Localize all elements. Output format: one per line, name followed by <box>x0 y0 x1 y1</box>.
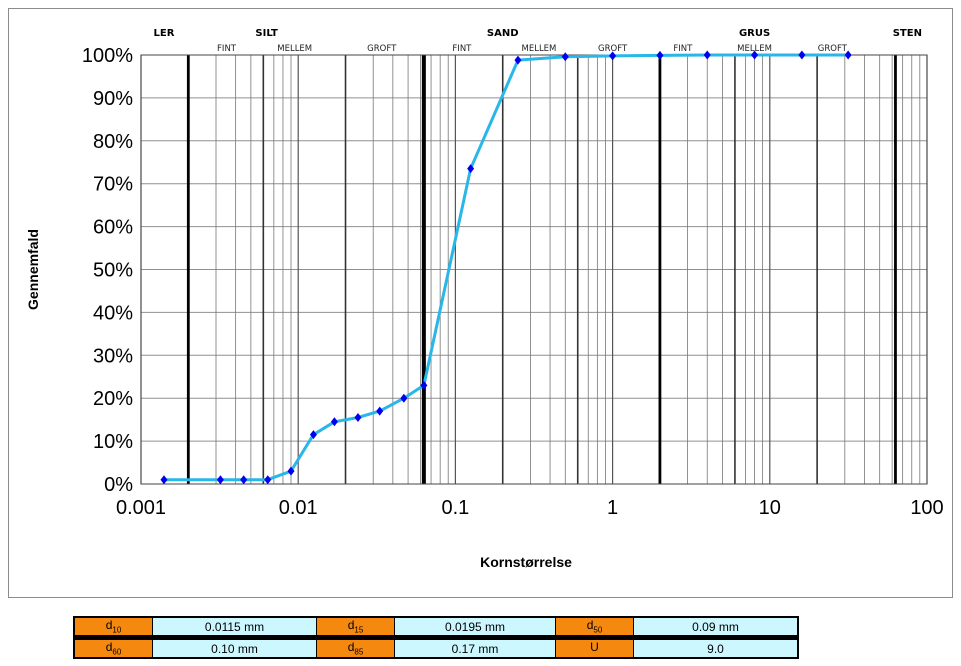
value-u: 9.0 <box>633 639 799 659</box>
sieve-statistics-table: d10 0.0115 mm d15 0.0195 mm d50 0.09 mm … <box>73 616 799 659</box>
fraction-label: SILT <box>255 28 278 39</box>
series-1 <box>160 50 852 485</box>
fraction-label: FINT <box>673 44 693 54</box>
y-tick-label: 10% <box>93 431 133 453</box>
plot-border <box>140 54 928 485</box>
y-axis-ticks: 0% 10% 20% 30% 40% 50% 60% 70% 80% 90% 100% <box>82 45 133 496</box>
fraction-labels: LER SILT FINT MELLEM GROFT SAND FINT MELLEM GROF… <box>154 28 922 54</box>
grain-size-chart: 0%10%20%30%40%50%60%70%80%90%100% 0.001 0… <box>25 28 944 570</box>
data-point <box>798 50 806 60</box>
data-point <box>264 475 272 485</box>
stats-row-1: d10 0.0115 mm d15 0.0195 mm d50 0.09 mm <box>73 616 799 636</box>
data-point <box>160 475 168 485</box>
x-tick-label: 0.01 <box>279 497 318 519</box>
series-line <box>164 53 849 482</box>
fraction-label: LER <box>154 28 175 39</box>
data-point <box>354 413 362 423</box>
y-tick-label: 80% <box>93 131 133 153</box>
value-d60: 0.10 mm <box>152 639 317 659</box>
fraction-label: SAND <box>487 28 519 39</box>
y-tick-label: 40% <box>93 302 133 324</box>
y-tick-label: 0% <box>104 474 133 496</box>
fraction-label: MELLEM <box>522 44 557 54</box>
x-tick-label: 0.1 <box>441 497 469 519</box>
y-tick-label: 90% <box>93 88 133 110</box>
x-tick-label: 1 <box>607 497 618 519</box>
value-d50: 0.09 mm <box>633 616 799 636</box>
fraction-label: STEN <box>893 28 922 39</box>
x-axis-title: Kornstørrelse <box>480 554 572 570</box>
value-d15: 0.0195 mm <box>394 616 556 636</box>
data-point <box>467 164 475 174</box>
data-point <box>216 475 224 485</box>
fraction-label: MELLEM <box>737 44 772 54</box>
value-d85: 0.17 mm <box>394 639 556 659</box>
data-point <box>420 380 428 390</box>
label-d85: d85 <box>316 639 395 659</box>
y-tick-label: 30% <box>93 345 133 367</box>
x-tick-label: 10 <box>759 497 781 519</box>
data-point <box>309 430 317 440</box>
data-point <box>844 50 852 60</box>
x-axis-ticks: 0.001 0.01 0.1 1 10 100 <box>116 497 944 519</box>
fraction-label: GROFT <box>367 44 397 54</box>
horizontal-gridlines <box>141 54 927 485</box>
data-point <box>400 393 408 403</box>
x-tick-label: 0.001 <box>116 497 166 519</box>
data-point <box>514 55 522 65</box>
data-point <box>703 50 711 60</box>
value-d10: 0.0115 mm <box>152 616 317 636</box>
stats-row-2: d60 0.10 mm d85 0.17 mm U 9.0 <box>73 639 799 659</box>
label-d60: d60 <box>73 639 153 659</box>
label-d50: d50 <box>555 616 634 636</box>
y-axis-title: Gennemfald <box>25 229 41 310</box>
label-d10: d10 <box>73 616 153 636</box>
data-point <box>656 50 664 60</box>
y-tick-label: 100% <box>82 45 133 67</box>
plot-area <box>140 54 928 485</box>
data-point <box>751 50 759 60</box>
fraction-label: GROFT <box>598 44 628 54</box>
y-tick-label: 70% <box>93 174 133 196</box>
x-tick-label: 100 <box>910 497 943 519</box>
data-point <box>561 52 569 62</box>
y-tick-label: 50% <box>93 260 133 282</box>
data-point <box>376 406 384 416</box>
vertical-gridlines <box>140 55 928 484</box>
data-point <box>609 51 617 61</box>
data-point <box>287 466 295 476</box>
y-tick-label: 60% <box>93 217 133 239</box>
fraction-label: FINT <box>452 44 472 54</box>
fraction-label: GRUS <box>739 28 770 39</box>
fraction-label: FINT <box>217 44 237 54</box>
data-point <box>330 417 338 427</box>
label-d15: d15 <box>316 616 395 636</box>
y-tick-label: 20% <box>93 388 133 410</box>
data-point <box>240 475 248 485</box>
label-u: U <box>555 639 634 659</box>
chart-frame: 0% 10% 20% 30% 40% 50% 60% 70% 80% 90% 100% 0.001 0… <box>8 8 953 598</box>
fraction-label: MELLEM <box>277 44 312 54</box>
fraction-label: GROFT <box>818 44 848 54</box>
